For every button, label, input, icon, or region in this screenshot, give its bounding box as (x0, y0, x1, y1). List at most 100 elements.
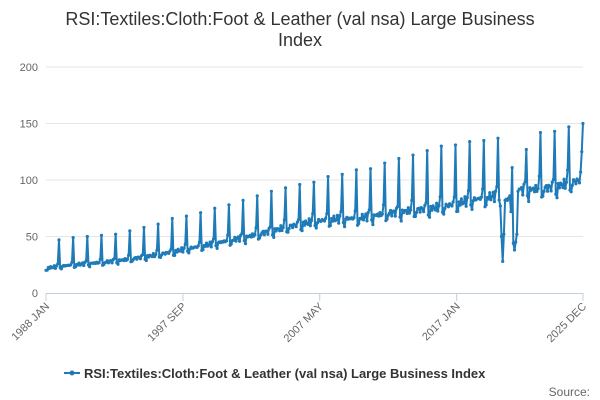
data-point[interactable] (69, 263, 73, 267)
data-point[interactable] (570, 183, 574, 187)
data-point[interactable] (554, 192, 558, 196)
data-point[interactable] (210, 240, 214, 244)
data-point[interactable] (452, 195, 456, 199)
data-point[interactable] (443, 206, 447, 210)
data-point[interactable] (156, 222, 160, 226)
data-point[interactable] (496, 136, 500, 140)
data-point[interactable] (287, 226, 291, 231)
data-point[interactable] (469, 203, 473, 207)
data-point[interactable] (278, 229, 282, 233)
data-point[interactable] (545, 189, 550, 193)
data-point[interactable] (234, 239, 238, 243)
data-point[interactable] (423, 203, 427, 208)
data-point[interactable] (114, 232, 118, 236)
data-point[interactable] (515, 232, 519, 236)
data-point[interactable] (422, 210, 426, 214)
data-point[interactable] (141, 252, 145, 257)
data-point[interactable] (470, 207, 474, 211)
data-point[interactable] (181, 250, 185, 254)
data-point[interactable] (550, 180, 554, 184)
data-point[interactable] (479, 195, 484, 199)
data-point[interactable] (204, 241, 209, 245)
data-point[interactable] (82, 263, 86, 268)
data-point[interactable] (182, 246, 186, 250)
data-point[interactable] (512, 248, 517, 252)
data-point[interactable] (580, 150, 584, 154)
data-point[interactable] (446, 205, 451, 209)
data-point[interactable] (569, 190, 573, 194)
data-point[interactable] (405, 211, 409, 215)
data-point[interactable] (387, 211, 392, 215)
data-point[interactable] (254, 226, 258, 230)
data-point[interactable] (342, 225, 347, 229)
data-point[interactable] (173, 253, 177, 257)
data-point[interactable] (456, 209, 460, 213)
data-point[interactable] (407, 211, 412, 215)
data-point[interactable] (199, 211, 203, 215)
data-point[interactable] (209, 245, 213, 249)
data-point[interactable] (385, 217, 389, 221)
data-point[interactable] (224, 239, 229, 243)
legend[interactable]: RSI:Textiles:Cloth:Foot & Leather (val n… (64, 366, 486, 381)
data-point[interactable] (158, 255, 163, 259)
data-point[interactable] (370, 218, 374, 222)
data-point[interactable] (524, 147, 528, 152)
data-point[interactable] (110, 261, 114, 265)
data-point[interactable] (367, 208, 371, 212)
data-point[interactable] (99, 233, 104, 237)
data-point[interactable] (451, 200, 455, 204)
data-point[interactable] (541, 194, 545, 198)
data-point[interactable] (283, 186, 288, 190)
data-point[interactable] (112, 256, 117, 261)
data-point[interactable] (537, 174, 541, 178)
data-point[interactable] (229, 242, 233, 246)
data-point[interactable] (57, 238, 61, 242)
data-point[interactable] (560, 183, 564, 187)
data-point[interactable] (169, 247, 173, 251)
data-point[interactable] (481, 187, 485, 191)
data-point[interactable] (527, 199, 531, 204)
data-point[interactable] (311, 212, 315, 216)
data-point[interactable] (324, 216, 328, 220)
data-point[interactable] (557, 186, 561, 190)
data-point[interactable] (70, 260, 74, 264)
data-point[interactable] (155, 248, 159, 252)
data-point[interactable] (262, 233, 266, 237)
data-point[interactable] (298, 182, 302, 187)
data-point[interactable] (393, 214, 397, 218)
data-point[interactable] (413, 214, 417, 218)
data-point[interactable] (522, 182, 526, 187)
data-point[interactable] (494, 189, 498, 193)
data-point[interactable] (291, 225, 295, 230)
data-point[interactable] (98, 257, 102, 261)
data-point[interactable] (442, 212, 446, 216)
data-point[interactable] (45, 268, 49, 272)
data-point[interactable] (499, 234, 504, 239)
data-point[interactable] (354, 168, 358, 172)
data-point[interactable] (240, 231, 244, 236)
data-point[interactable] (378, 211, 382, 215)
data-point[interactable] (142, 225, 146, 230)
data-point[interactable] (261, 229, 265, 233)
data-point[interactable] (390, 214, 394, 218)
data-point[interactable] (466, 189, 471, 193)
data-point[interactable] (453, 143, 458, 147)
data-point[interactable] (556, 181, 560, 186)
data-point[interactable] (462, 201, 466, 205)
data-point[interactable] (201, 248, 205, 252)
data-point[interactable] (211, 237, 216, 241)
data-point[interactable] (197, 240, 202, 244)
data-point[interactable] (88, 265, 92, 269)
data-point[interactable] (236, 235, 240, 239)
data-point[interactable] (406, 206, 410, 210)
data-point[interactable] (97, 261, 101, 265)
data-point[interactable] (368, 167, 373, 171)
data-point[interactable] (581, 121, 585, 126)
data-point[interactable] (334, 218, 338, 222)
data-point[interactable] (365, 219, 369, 223)
data-point[interactable] (53, 266, 58, 270)
data-point[interactable] (450, 204, 454, 208)
data-point[interactable] (340, 172, 344, 176)
data-point[interactable] (154, 252, 158, 257)
data-point[interactable] (272, 235, 276, 239)
